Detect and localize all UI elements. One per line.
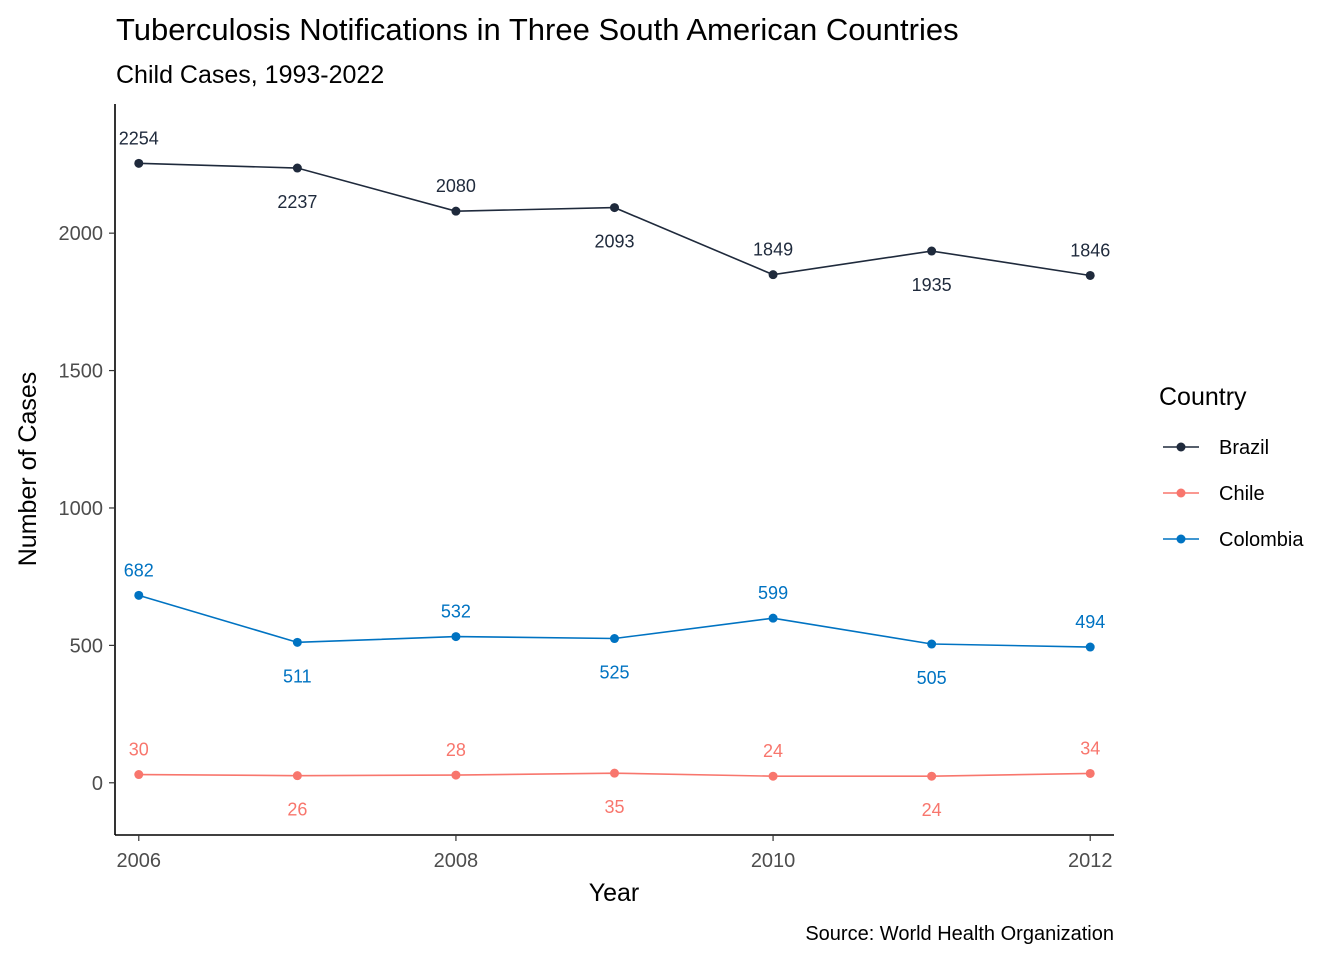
legend: Country Brazil Chile Colombia — [1159, 383, 1304, 551]
y-axis-title: Number of Cases — [14, 372, 42, 567]
plot-area: 2254 2237 2080 2093 1849 1935 1846 30 26 28 35 24 24… — [119, 128, 1110, 820]
legend-item-brazil: Brazil — [1163, 437, 1269, 459]
brazil-point — [610, 203, 619, 213]
chile-point — [610, 768, 619, 778]
y-tick-label: 2000 — [59, 223, 104, 245]
colombia-data-label: 494 — [1075, 612, 1105, 632]
legend-label-colombia: Colombia — [1219, 529, 1304, 551]
chile-data-label: 30 — [129, 740, 149, 760]
brazil-point — [134, 158, 144, 168]
chart-caption: Source: World Health Organization — [805, 923, 1114, 945]
chile-point — [134, 770, 144, 780]
brazil-point — [292, 163, 302, 173]
colombia-data-label: 505 — [917, 668, 947, 688]
colombia-point — [927, 639, 937, 649]
brazil-data-label: 2254 — [119, 128, 159, 148]
chart-title: Tuberculosis Notifications in Three Sout… — [116, 12, 959, 47]
x-tick-label: 2008 — [434, 850, 479, 872]
colombia-point — [610, 634, 619, 644]
colombia-data-label: 525 — [599, 663, 629, 683]
chile-data-label: 35 — [604, 797, 624, 817]
brazil-point — [927, 246, 937, 256]
chile-point — [927, 771, 937, 781]
x-axis-title: Year — [589, 879, 640, 907]
colombia-data-label: 532 — [441, 602, 471, 622]
colombia-data-label: 599 — [758, 583, 788, 603]
colombia-point — [134, 590, 144, 600]
series-chile: 30 26 28 35 24 24 34 — [129, 738, 1100, 820]
brazil-line — [138, 162, 1091, 277]
chile-point — [1085, 768, 1095, 778]
series-colombia: 682 511 532 525 599 505 494 — [124, 560, 1105, 688]
chile-point — [768, 771, 778, 781]
brazil-point — [451, 206, 461, 216]
x-tick-label: 2012 — [1068, 850, 1113, 872]
brazil-data-label: 2237 — [277, 192, 317, 212]
colombia-point — [451, 632, 461, 642]
chile-data-label: 24 — [922, 800, 942, 820]
legend-item-chile: Chile — [1163, 483, 1265, 505]
brazil-data-label: 1846 — [1070, 240, 1110, 260]
y-tick-label: 1000 — [59, 498, 104, 520]
brazil-data-label: 2093 — [594, 232, 634, 252]
chile-point — [292, 771, 302, 781]
x-tick-label: 2006 — [117, 850, 162, 872]
y-tick-label: 1500 — [59, 361, 104, 383]
brazil-data-label: 1935 — [912, 275, 952, 295]
brazil-data-label: 1849 — [753, 240, 793, 260]
y-tick-label: 0 — [92, 773, 103, 795]
legend-title: Country — [1159, 383, 1247, 411]
colombia-point — [1085, 642, 1095, 652]
chile-data-label: 28 — [446, 740, 466, 760]
legend-key-point — [1176, 442, 1186, 452]
colombia-data-label: 511 — [283, 666, 312, 686]
colombia-point — [768, 613, 778, 623]
chile-data-label: 34 — [1080, 738, 1100, 758]
chile-point — [451, 770, 461, 780]
chart-subtitle: Child Cases, 1993-2022 — [116, 61, 384, 89]
brazil-data-label: 2080 — [436, 176, 476, 196]
legend-label-brazil: Brazil — [1219, 437, 1269, 459]
chile-data-label: 24 — [763, 741, 783, 761]
legend-item-colombia: Colombia — [1163, 529, 1304, 551]
y-tick-label: 500 — [70, 635, 103, 657]
x-axis-ticks: 2006 2008 2010 2012 — [117, 835, 1113, 872]
brazil-point — [768, 270, 778, 280]
x-tick-label: 2010 — [751, 850, 796, 872]
legend-key-point — [1176, 534, 1186, 544]
colombia-data-label: 682 — [124, 560, 154, 580]
colombia-point — [292, 637, 302, 647]
legend-label-chile: Chile — [1219, 483, 1265, 505]
y-axis-ticks: 0 500 1000 1500 2000 — [59, 223, 115, 795]
series-brazil: 2254 2237 2080 2093 1849 1935 1846 — [119, 128, 1110, 295]
legend-key-point — [1176, 488, 1186, 498]
chile-data-label: 26 — [287, 800, 307, 820]
brazil-point — [1085, 270, 1095, 280]
